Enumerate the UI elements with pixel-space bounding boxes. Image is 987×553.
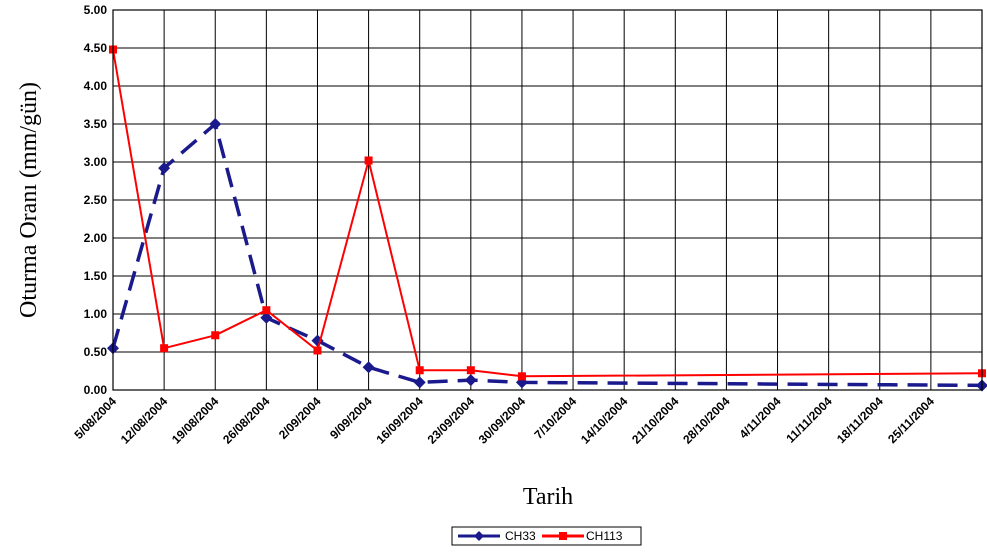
- y-tick-label: 5.00: [84, 3, 108, 17]
- legend-marker-ch33: [474, 531, 484, 541]
- y-tick-label: 2.00: [84, 231, 108, 245]
- data-point-ch33: [158, 162, 171, 175]
- data-point-ch113: [517, 372, 526, 381]
- series-layer: [107, 45, 987, 392]
- x-tick-label: 5/08/2004: [71, 394, 119, 442]
- y-tick-label: 4.00: [84, 79, 108, 93]
- x-tick-label: 11/11/2004: [783, 394, 835, 446]
- data-point-ch33: [362, 361, 375, 374]
- plot-border: [112, 9, 983, 391]
- x-tick-label: 18/11/2004: [834, 394, 886, 446]
- data-point-ch33: [260, 311, 273, 324]
- legend-marker-ch113: [559, 532, 567, 540]
- data-point-ch113: [466, 366, 475, 375]
- x-tick-label: 12/08/2004: [118, 394, 171, 447]
- data-point-ch33: [464, 374, 477, 387]
- legend: CH33 CH113: [451, 526, 642, 546]
- x-tick-label: 4/11/2004: [736, 394, 783, 441]
- y-tick-labels: 0.00 0.50 1.00 1.50 2.00 2.50 3.00 3.50 4.00 4.50…: [84, 3, 108, 397]
- y-tick-label: 3.50: [84, 117, 108, 131]
- series-line-ch33: [111, 122, 983, 388]
- y-tick-label: 2.50: [84, 193, 108, 207]
- x-tick-label: 2/09/2004: [276, 394, 324, 442]
- y-tick-label: 1.50: [84, 269, 108, 283]
- data-point-ch113: [313, 346, 322, 355]
- y-tick-label: 1.00: [84, 307, 108, 321]
- legend-label-ch113: CH113: [586, 529, 623, 543]
- x-tick-label: 28/10/2004: [680, 394, 733, 447]
- y-tick-label: 3.00: [84, 155, 108, 169]
- x-tick-label: 7/10/2004: [532, 394, 580, 442]
- data-point-ch33: [209, 118, 222, 130]
- y-tick-label: 0.00: [84, 383, 108, 397]
- data-point-ch33: [413, 376, 426, 389]
- x-tick-label: 19/08/2004: [169, 394, 222, 447]
- series-line-ch113: [112, 49, 983, 378]
- x-tick-label: 30/09/2004: [476, 394, 529, 447]
- data-point-ch113: [160, 344, 169, 353]
- x-tick-label: 21/10/2004: [629, 394, 682, 447]
- x-tick-label: 16/09/2004: [373, 394, 426, 447]
- data-point-ch113: [211, 331, 220, 340]
- y-axis-title: Oturma Oranı (mm/gün): [16, 82, 42, 318]
- data-point-ch113: [262, 306, 271, 315]
- legend-label-ch33: CH33: [505, 529, 536, 543]
- y-tick-label: 4.50: [84, 41, 108, 55]
- x-tick-label: 14/10/2004: [578, 394, 631, 447]
- x-tick-label: 25/11/2004: [885, 394, 937, 446]
- x-tick-label: 9/09/2004: [327, 394, 375, 442]
- y-tick-label: 0.50: [84, 345, 108, 359]
- x-tick-label: 26/08/2004: [220, 394, 273, 447]
- data-point-ch113: [415, 366, 424, 375]
- data-point-ch113: [364, 156, 373, 165]
- x-tick-label: 23/09/2004: [425, 394, 478, 447]
- x-axis-title: Tarih: [523, 484, 573, 510]
